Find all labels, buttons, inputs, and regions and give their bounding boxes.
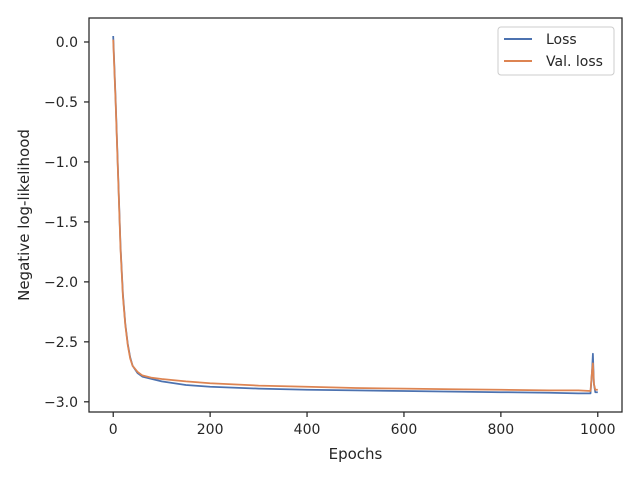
legend: Loss Val. loss [497, 26, 615, 76]
y-tick-label: −1.0 [44, 155, 78, 171]
y-tick-label: −2.0 [44, 275, 78, 291]
plot-frame [88, 17, 623, 413]
x-tick-label: 1000 [580, 422, 616, 438]
x-tick-label: 800 [487, 422, 514, 438]
series-line-val-loss [112, 39, 598, 392]
y-tick-label: −2.5 [44, 335, 78, 351]
series-layer [112, 35, 598, 395]
y-tick-label: −1.5 [44, 215, 78, 231]
x-axis-label: Epochs [329, 445, 383, 463]
x-tick-label: 600 [391, 422, 418, 438]
series-line-loss [112, 35, 598, 395]
legend-label-val-loss: Val. loss [546, 54, 603, 70]
y-tick-label: −0.5 [44, 95, 78, 111]
legend-label-loss: Loss [546, 32, 577, 48]
x-tick-label: 400 [294, 422, 321, 438]
x-axis-ticks: 0 200 400 600 800 1000 [109, 412, 616, 438]
y-tick-label: 0.0 [56, 35, 78, 51]
y-axis-ticks: 0.0 −0.5 −1.0 −1.5 −2.0 −2.5 −3.0 [44, 35, 89, 411]
y-tick-label: −3.0 [44, 395, 78, 411]
y-axis-label: Negative log-likelihood [15, 129, 33, 301]
x-tick-label: 0 [109, 422, 118, 438]
x-tick-label: 200 [197, 422, 224, 438]
